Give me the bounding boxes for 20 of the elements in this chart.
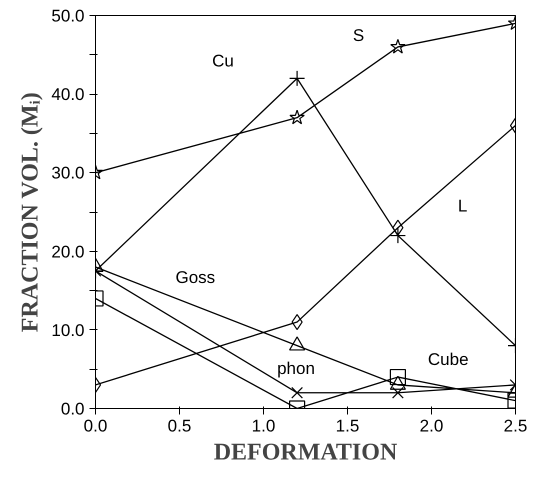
y-tick-label: 0.0 (60, 400, 85, 418)
series-label: S (352, 26, 364, 45)
x-tick-label: 1.0 (252, 416, 276, 436)
series-label: L (458, 196, 468, 216)
x-tick-label: 1.5 (336, 416, 360, 436)
y-tick-label: 40.0 (51, 85, 85, 104)
series-label: phon (277, 358, 315, 378)
x-tick-label: 2.0 (420, 416, 444, 436)
y-tick-label: 10.0 (51, 320, 85, 340)
series-label: Cube (428, 350, 469, 370)
x-tick-label: 0.5 (168, 416, 192, 436)
x-tick-label: 0.0 (84, 416, 108, 436)
text: Cu (212, 51, 234, 70)
y-axis-title: FRACTION VOL. (Mᵢ) (17, 92, 44, 332)
y-tick-label: 30.0 (51, 164, 85, 183)
y-tick-label: 50.0 (51, 6, 85, 26)
y-tick-label: 20.0 (51, 242, 85, 262)
x-axis-title: DEFORMATION (214, 440, 398, 466)
series-label: Goss (176, 268, 216, 288)
x-tick-label: 2.5 (504, 416, 528, 436)
